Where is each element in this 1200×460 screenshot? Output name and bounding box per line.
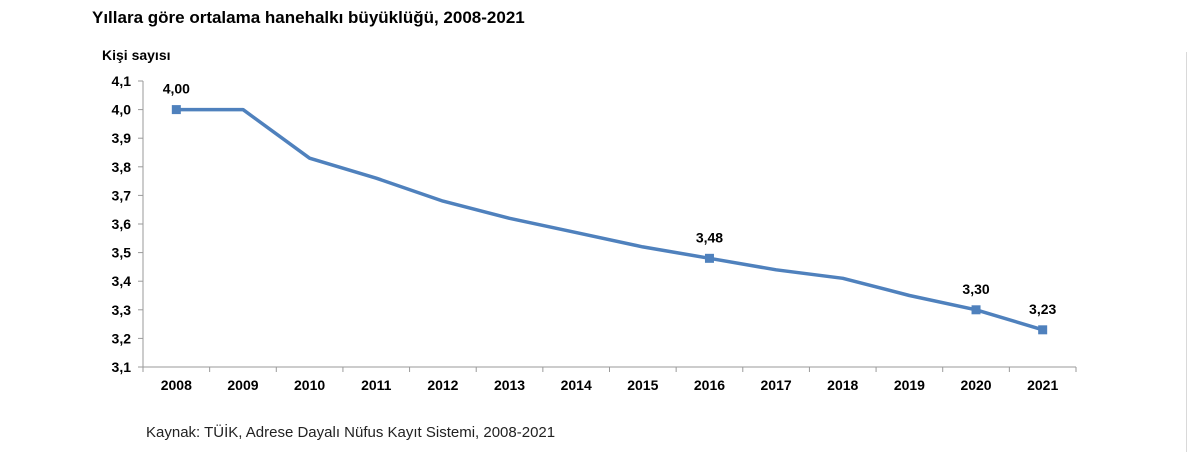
data-point-marker [704,253,714,263]
x-tick-label: 2018 [827,377,858,393]
x-tick-label: 2012 [427,377,458,393]
data-point-marker [971,305,981,315]
x-tick-label: 2019 [894,377,925,393]
data-label: 3,30 [962,281,989,297]
chart-title: Yıllara göre ortalama hanehalkı büyüklüğ… [92,8,525,27]
y-tick-label: 3,7 [112,187,132,203]
y-axis-label: Kişi sayısı [102,47,171,63]
data-label: 3,23 [1029,301,1056,317]
x-tick-label: 2020 [960,377,991,393]
data-point-marker [171,105,181,115]
y-tick-label: 3,6 [112,216,132,232]
data-label: 4,00 [163,81,190,97]
x-tick-label: 2009 [227,377,258,393]
y-tick-label: 3,2 [112,330,132,346]
line-chart: 3,1 3,2 3,3 3,4 3,5 3,6 3,7 3,8 3,9 4,0 4,1 2008 200… [112,73,1077,393]
x-tick-label: 2017 [761,377,792,393]
x-tick-label: 2014 [561,377,592,393]
x-tick-label: 2016 [694,377,725,393]
y-tick-label: 3,5 [112,245,132,261]
x-tick-label: 2010 [294,377,325,393]
data-point-marker [1038,325,1048,335]
y-tick-label: 3,3 [112,302,132,318]
series-line [174,107,1045,332]
source-note: Kaynak: TÜİK, Adrese Dayalı Nüfus Kayıt … [146,424,556,441]
y-tick-label: 3,9 [112,130,132,146]
data-label: 3,48 [696,229,723,245]
y-tick-label: 3,1 [112,359,132,375]
x-tick-label: 2013 [494,377,525,393]
x-tick-label: 2011 [361,377,392,393]
y-tick-label: 4,0 [112,102,132,118]
y-tick-label: 3,8 [112,159,132,175]
frame-edge [1186,52,1187,452]
y-tick-label: 4,1 [112,73,132,89]
x-tick-label: 2021 [1027,377,1058,393]
x-tick-label: 2015 [627,377,658,393]
x-tick-label: 2008 [161,377,192,393]
y-tick-label: 3,4 [112,273,132,289]
